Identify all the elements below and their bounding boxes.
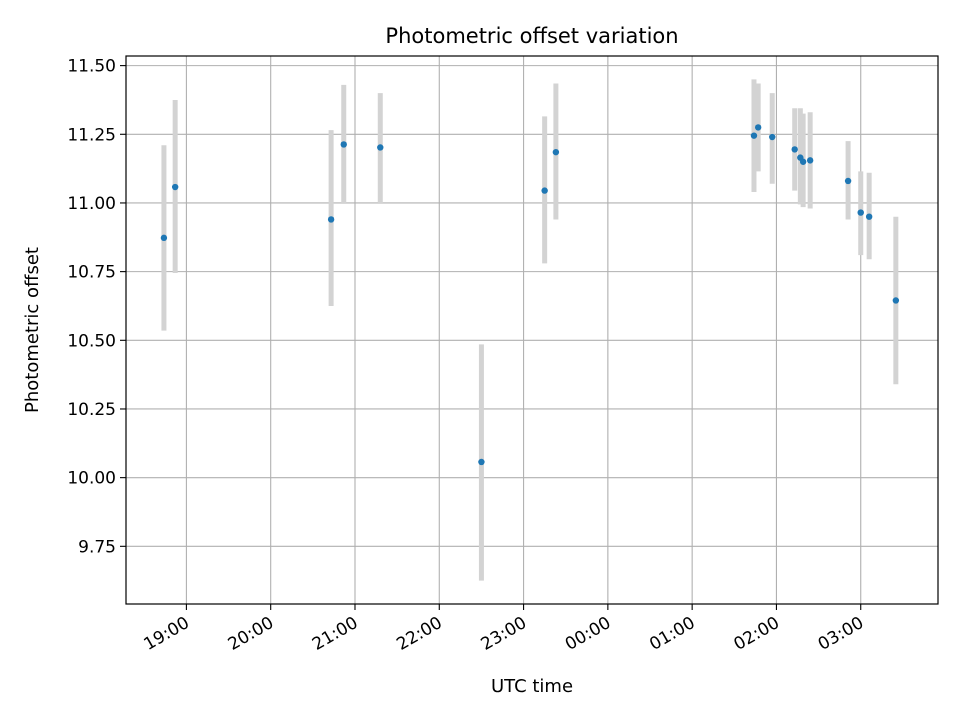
- data-point: [552, 148, 560, 156]
- y-tick-label: 9.75: [78, 537, 116, 557]
- y-axis: 9.75 10.00 10.25 10.50 10.75 11.00 11.25 11.50: [67, 57, 126, 557]
- data-point: [478, 458, 485, 466]
- y-tick-label: 10.25: [67, 400, 116, 420]
- y-axis-title: Photometric offset: [22, 247, 43, 413]
- data-point: [806, 157, 814, 164]
- data-point: [769, 133, 776, 141]
- x-axis-title: UTC time: [491, 676, 573, 697]
- data-point: [327, 216, 335, 223]
- y-tick-label: 10.00: [67, 469, 116, 489]
- data-point: [171, 183, 179, 191]
- y-tick-label: 10.75: [67, 263, 116, 283]
- data-point: [160, 234, 168, 242]
- data-point: [844, 177, 852, 185]
- data-point: [750, 132, 758, 139]
- plot-area-frame: [125, 55, 939, 605]
- data-point: [865, 213, 873, 220]
- data-point: [857, 209, 864, 216]
- data-point: [340, 141, 347, 148]
- data-point: [791, 146, 798, 153]
- chart-title: Photometric offset variation: [385, 24, 678, 48]
- data-point: [541, 187, 548, 194]
- y-tick-label: 11.00: [67, 194, 116, 214]
- y-tick-label: 11.25: [67, 125, 116, 145]
- y-tick-label: 10.50: [67, 331, 116, 351]
- data-point: [377, 144, 384, 151]
- data-points: [160, 124, 900, 466]
- data-point: [754, 124, 762, 131]
- grid: [126, 56, 938, 604]
- data-point: [892, 297, 900, 304]
- data-point: [799, 158, 807, 165]
- y-tick-label: 11.50: [67, 57, 116, 77]
